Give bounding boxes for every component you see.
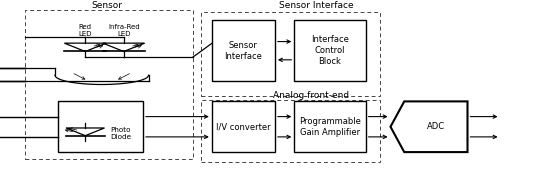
Bar	[201, 12, 380, 96]
Polygon shape	[103, 43, 145, 52]
Polygon shape	[66, 128, 104, 136]
Bar	[294, 20, 366, 81]
Text: Analog front-end: Analog front-end	[273, 91, 349, 100]
Text: Interface
Control
Block: Interface Control Block	[311, 35, 349, 66]
Text: Sensor Interface: Sensor Interface	[279, 1, 354, 10]
Text: I/V converter: I/V converter	[216, 122, 271, 131]
Text: Photo
Diode: Photo Diode	[110, 127, 131, 140]
Text: Red
LED: Red LED	[79, 24, 92, 37]
Text: Infra-Red
LED: Infra-Red LED	[108, 24, 140, 37]
Polygon shape	[390, 101, 468, 152]
Bar	[294, 101, 366, 152]
Bar	[25, 10, 192, 159]
Bar	[58, 101, 143, 152]
Polygon shape	[64, 43, 106, 52]
Text: Sensor
Interface: Sensor Interface	[224, 41, 262, 61]
Bar	[201, 100, 380, 162]
Text: ADC: ADC	[427, 122, 445, 131]
Text: Programmable
Gain Amplifier: Programmable Gain Amplifier	[299, 117, 361, 137]
Bar	[212, 20, 275, 81]
Text: Sensor: Sensor	[92, 1, 123, 10]
Bar	[212, 101, 275, 152]
